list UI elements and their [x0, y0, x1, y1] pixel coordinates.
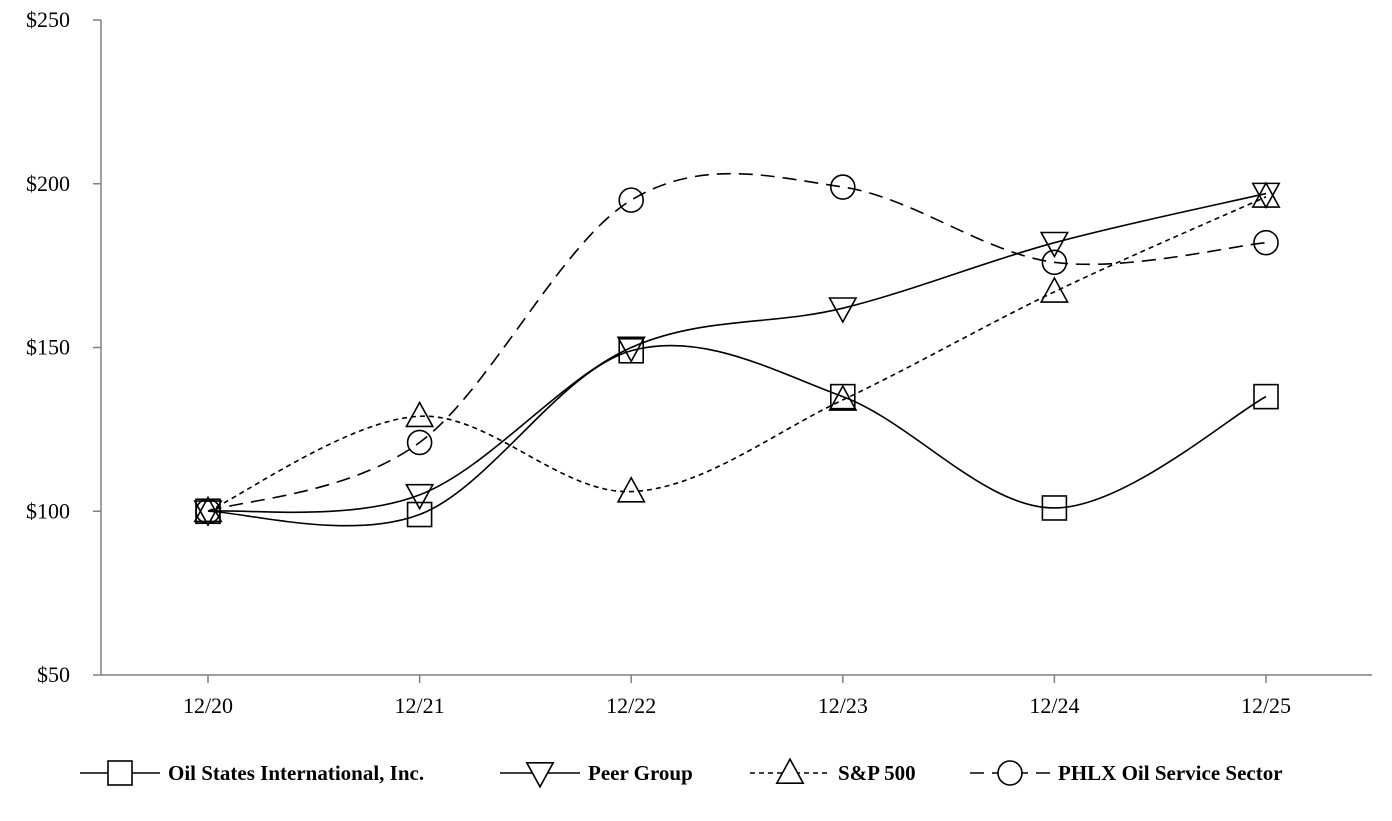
x-tick-label: 12/22 — [606, 693, 656, 718]
legend-marker-1 — [525, 761, 555, 789]
legend-marker-0 — [107, 760, 133, 786]
data-point-s0-5 — [1253, 383, 1279, 410]
data-point-s1-4 — [1039, 231, 1069, 259]
data-point-s3-0 — [195, 498, 221, 525]
y-tick-label: $100 — [26, 498, 70, 523]
data-point-s2-1 — [405, 400, 435, 428]
data-point-s2-5 — [1251, 181, 1281, 208]
y-tick-label: $150 — [26, 335, 70, 360]
y-tick-label: $200 — [26, 171, 70, 196]
legend-label-3: PHLX Oil Service Sector — [1058, 761, 1283, 785]
x-tick-label: 12/23 — [818, 693, 868, 718]
data-point-s3-1 — [406, 429, 433, 456]
y-tick-label: $50 — [37, 662, 70, 687]
legend-label-2: S&P 500 — [838, 761, 916, 785]
data-point-s2-3 — [828, 384, 858, 411]
legend-label-1: Peer Group — [588, 761, 693, 785]
legend-marker-3 — [997, 760, 1023, 786]
x-tick-label: 12/25 — [1241, 693, 1291, 718]
x-tick-label: 12/24 — [1029, 693, 1079, 718]
data-point-s0-1 — [406, 501, 433, 528]
data-point-s1-3 — [828, 297, 858, 324]
series-line-2 — [207, 196, 1267, 512]
y-tick-label: $250 — [26, 7, 70, 32]
series-line-1 — [207, 192, 1267, 514]
data-point-s1-1 — [405, 483, 435, 511]
data-point-s2-0 — [193, 495, 223, 523]
series-line-0 — [207, 344, 1267, 527]
x-tick-label: 12/20 — [183, 693, 233, 718]
data-point-s0-4 — [1041, 495, 1068, 521]
x-tick-label: 12/21 — [395, 693, 445, 718]
legend-label-0: Oil States International, Inc. — [168, 761, 424, 785]
data-point-s2-4 — [1039, 276, 1069, 303]
data-point-s3-5 — [1253, 229, 1279, 256]
series-line-3 — [207, 172, 1267, 513]
data-point-s2-2 — [616, 476, 646, 503]
data-point-s1-0 — [193, 500, 223, 527]
legend-marker-2 — [775, 757, 805, 785]
data-point-s1-2 — [616, 336, 646, 363]
data-point-s3-4 — [1041, 249, 1068, 276]
data-point-s3-3 — [829, 174, 856, 200]
data-point-s3-2 — [618, 187, 645, 213]
